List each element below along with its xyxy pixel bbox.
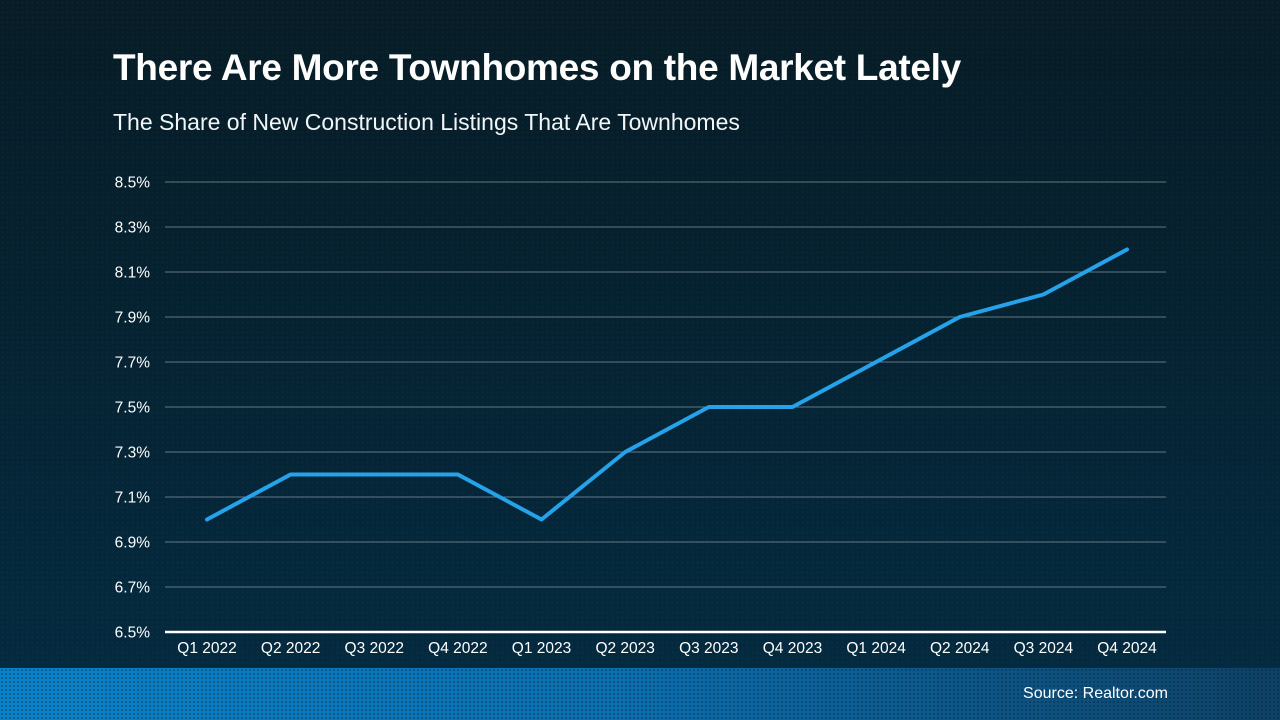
x-axis-tick-label: Q4 2022	[428, 640, 487, 657]
y-axis-tick-label: 6.7%	[115, 580, 151, 597]
y-axis-tick-label: 7.3%	[115, 445, 151, 462]
source-attribution: Source: Realtor.com	[1023, 685, 1168, 702]
x-axis-tick-label: Q2 2024	[930, 640, 990, 657]
x-axis-tick-label: Q2 2022	[261, 640, 320, 657]
townhome-share-line-series	[205, 247, 1129, 522]
x-axis-tick-label: Q4 2024	[1097, 640, 1157, 657]
y-axis-tick-label: 8.5%	[115, 175, 151, 192]
x-axis-tick-label: Q1 2024	[846, 640, 906, 657]
x-axis-tick-label: Q1 2022	[177, 640, 236, 657]
x-axis-tick-label: Q3 2023	[679, 640, 738, 657]
y-axis-tick-label: 7.9%	[115, 310, 151, 327]
y-axis-tick-label: 6.9%	[115, 535, 151, 552]
x-axis-tick-label: Q3 2022	[345, 640, 404, 657]
footer-bar: Source: Realtor.com	[0, 668, 1280, 720]
y-axis-tick-label: 8.3%	[115, 220, 151, 237]
page-title: There Are More Townhomes on the Market L…	[113, 47, 961, 88]
y-axis-tick-label: 7.5%	[115, 400, 151, 417]
y-axis-tick-label: 7.1%	[115, 490, 151, 507]
x-axis-tick-label: Q4 2023	[763, 640, 822, 657]
y-axis-tick-label: 8.1%	[115, 265, 151, 282]
y-axis-tick-label: 7.7%	[115, 355, 151, 372]
x-axis-tick-label: Q1 2023	[512, 640, 571, 657]
y-axis-tick-label: 6.5%	[115, 625, 151, 642]
page-subtitle: The Share of New Construction Listings T…	[113, 109, 740, 135]
x-axis-tick-label: Q3 2024	[1014, 640, 1074, 657]
x-axis-tick-label: Q2 2023	[595, 640, 654, 657]
